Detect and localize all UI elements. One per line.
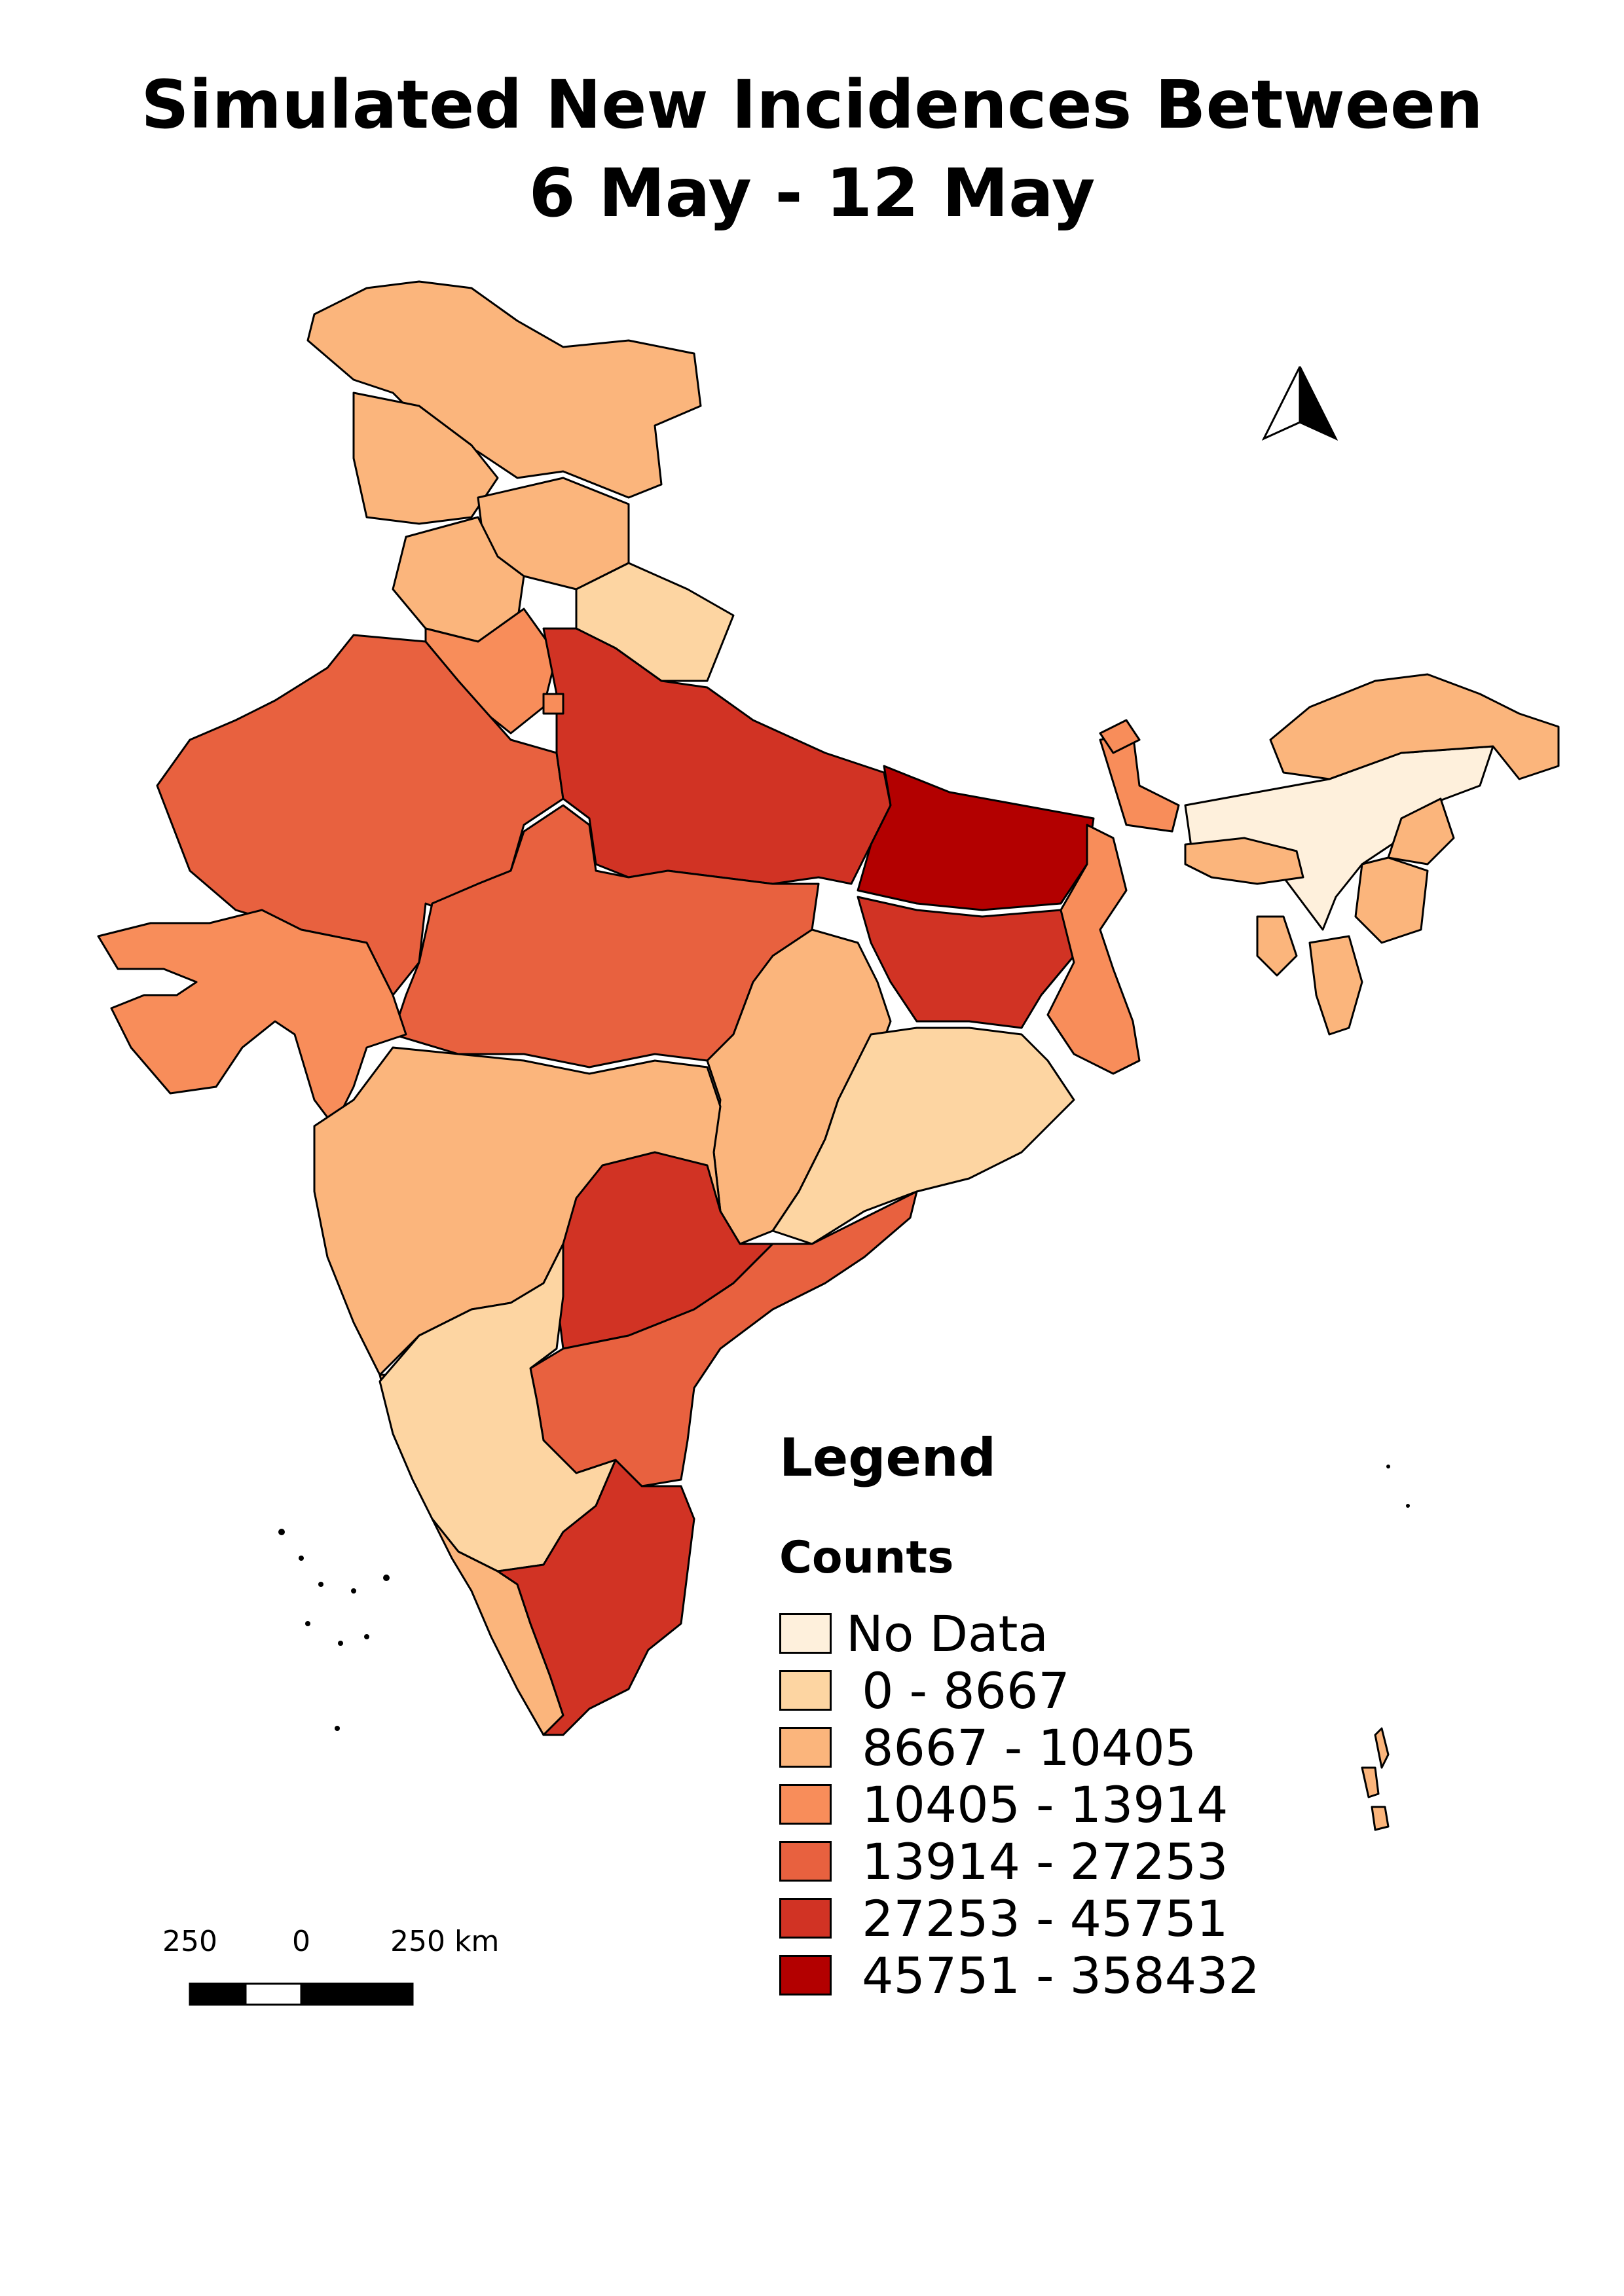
region-nicobar-islands — [1361, 1766, 1380, 1798]
legend-item: 0 - 8667 — [779, 1661, 1070, 1720]
region-uttar-pradesh — [542, 627, 892, 885]
region-arunachal-pradesh — [1269, 673, 1560, 780]
legend-swatch — [779, 1841, 832, 1882]
legend-item: 10405 - 13914 — [779, 1775, 1228, 1834]
map-title-line-2: 6 May - 12 May — [528, 155, 1096, 232]
legend-subheading: Counts — [779, 1532, 954, 1584]
region-nagaland — [1387, 797, 1455, 866]
legend-label: 8667 - 10405 — [846, 1718, 1197, 1777]
legend-swatch — [779, 1613, 832, 1654]
legend-swatch — [779, 1898, 832, 1939]
legend-label: 45751 - 358432 — [846, 1946, 1260, 2005]
region-tripura — [1256, 915, 1298, 977]
legend-swatch — [779, 1784, 832, 1825]
region-mizoram — [1308, 935, 1363, 1036]
region-west-bengal — [1046, 824, 1141, 1075]
legend-item: 45751 - 358432 — [779, 1946, 1260, 2005]
scale-label-right: 250 km — [390, 1925, 500, 1958]
region-gujarat — [97, 909, 407, 1127]
region-sikkim — [1099, 719, 1141, 754]
legend-swatch — [779, 1670, 832, 1711]
legend-label: 13914 - 27253 — [846, 1832, 1228, 1891]
legend-heading: Legend — [779, 1427, 996, 1488]
legend-label: 10405 - 13914 — [846, 1775, 1228, 1834]
legend-swatch — [779, 1955, 832, 1995]
scale-bar — [189, 1982, 414, 2006]
legend-label: 0 - 8667 — [846, 1661, 1070, 1720]
region-bihar — [857, 765, 1095, 911]
region-odisha — [771, 1027, 1075, 1245]
legend-item: No Data — [779, 1604, 1048, 1663]
scale-label-mid: 0 — [292, 1925, 310, 1958]
region-madhya-pradesh — [392, 804, 820, 1068]
region-delhi — [542, 693, 564, 715]
north-arrow-icon — [1261, 366, 1338, 441]
region-andaman-south — [1371, 1806, 1390, 1831]
lakshadweep-islands — [278, 1465, 1410, 1731]
legend-item: 27253 - 45751 — [779, 1889, 1228, 1948]
legend-item: 8667 - 10405 — [779, 1718, 1197, 1777]
region-andaman-islands — [1374, 1727, 1390, 1769]
scale-label-left: 250 — [162, 1925, 217, 1958]
region-ladakh-south — [352, 392, 499, 525]
legend-swatch — [779, 1727, 832, 1768]
legend-label: 27253 - 45751 — [846, 1889, 1228, 1948]
map-title-line-1: Simulated New Incidences Between — [141, 66, 1483, 144]
region-manipur — [1354, 856, 1429, 944]
legend-label: No Data — [846, 1604, 1048, 1663]
legend-item: 13914 - 27253 — [779, 1832, 1228, 1891]
region-jammu-kashmir — [306, 280, 702, 499]
region-jharkhand — [857, 896, 1075, 1029]
region-tamil-nadu — [496, 1459, 695, 1736]
region-meghalaya — [1184, 837, 1304, 885]
